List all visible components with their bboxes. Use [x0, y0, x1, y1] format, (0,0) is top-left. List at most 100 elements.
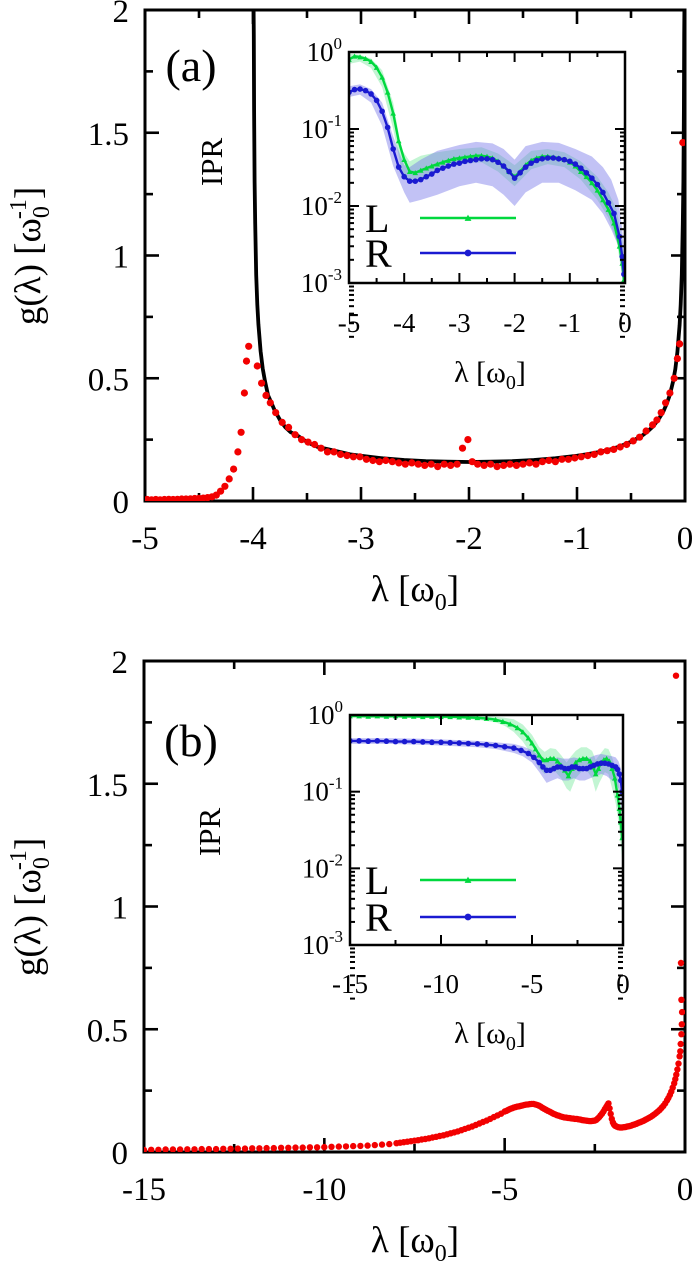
circle-marker [373, 97, 380, 104]
circle-marker [401, 173, 408, 180]
triangle-marker [464, 876, 472, 883]
data-point [148, 1146, 155, 1152]
data-point [453, 460, 461, 468]
data-point [184, 1146, 191, 1152]
circle-marker [438, 739, 444, 746]
main-ylabel: g(λ) [ω0-1] [6, 838, 55, 976]
data-point [217, 487, 225, 495]
panel-b-legend-label-R: R [365, 895, 392, 940]
circle-marker [600, 189, 606, 196]
triangle-marker [589, 180, 595, 186]
circle-marker [384, 124, 391, 131]
circle-marker [392, 738, 399, 745]
data-point [427, 460, 435, 468]
data-point [317, 444, 325, 452]
triangle-marker [603, 755, 610, 761]
x-tick-label: 0 [677, 521, 694, 557]
data-point [500, 461, 508, 469]
data-point [662, 399, 670, 407]
x-tick-label: -10 [302, 1172, 346, 1208]
data-point [245, 342, 253, 350]
circle-marker [578, 165, 584, 171]
data-point [676, 340, 684, 348]
triangle-marker [500, 718, 506, 724]
triangle-marker [440, 159, 446, 165]
inset-x-tick-label: -2 [503, 308, 526, 338]
triangle-marker [580, 755, 586, 761]
data-point [191, 1146, 198, 1152]
data-point [357, 1142, 364, 1150]
circle-marker [420, 739, 426, 745]
circle-marker [619, 253, 625, 260]
triangle-marker [406, 168, 413, 174]
triangle-marker [451, 156, 457, 162]
triangle-marker [583, 173, 590, 180]
circle-marker [447, 739, 453, 746]
data-point [564, 455, 573, 463]
data-point [362, 455, 370, 463]
data-point [169, 1146, 177, 1152]
triangle-marker [532, 746, 539, 752]
triangle-marker [529, 740, 535, 746]
data-point [272, 409, 280, 417]
inset-y-tick-label: 10-2 [301, 188, 342, 221]
triangle-marker [612, 775, 618, 781]
data-point [266, 399, 274, 407]
triangle-marker [390, 110, 396, 116]
y-tick-label: 0 [112, 1136, 129, 1172]
data-point [458, 444, 467, 452]
triangle-marker [554, 758, 561, 764]
data-point [256, 1145, 263, 1152]
circle-marker [589, 175, 595, 181]
triangle-marker [368, 58, 374, 65]
inset-y-tick-label: 10-3 [301, 265, 342, 298]
circle-marker [383, 738, 390, 745]
data-point [155, 1146, 162, 1152]
inset-a: -5 -4 -3 -2 -1 0 100 10-1 10-2 10-3 λ [ω0] [301, 34, 632, 394]
circle-marker [456, 160, 463, 166]
circle-marker [567, 158, 573, 165]
circle-marker [356, 738, 362, 744]
data-point [321, 1143, 328, 1151]
data-point [144, 1146, 148, 1152]
triangle-marker [473, 152, 479, 159]
triangle-marker [525, 735, 532, 741]
y-tick-label: 0.5 [87, 1013, 128, 1049]
triangle-marker [383, 715, 390, 719]
data-point [677, 959, 685, 967]
data-point [220, 1145, 227, 1152]
triangle-marker [547, 755, 553, 761]
circle-marker [379, 108, 385, 115]
circle-marker [518, 747, 524, 754]
triangle-marker [592, 771, 599, 777]
circle-marker [464, 249, 472, 257]
data-point [311, 440, 319, 449]
triangle-marker [434, 161, 441, 167]
series-line-L [349, 55, 625, 280]
triangle-marker [373, 64, 380, 70]
data-point [253, 362, 261, 370]
data-point [291, 431, 299, 439]
data-point [678, 1031, 685, 1038]
y-tick-label: 1 [112, 891, 129, 927]
triangle-marker [410, 715, 417, 719]
data-point [205, 1145, 213, 1152]
triangle-marker [462, 154, 468, 160]
data-point [408, 459, 416, 467]
circle-marker [605, 200, 612, 206]
data-point [285, 423, 293, 431]
circle-marker [374, 738, 381, 744]
circle-marker [572, 161, 579, 167]
circle-marker [423, 173, 430, 180]
circle-marker [611, 210, 617, 217]
circle-marker [583, 169, 590, 176]
circle-marker [616, 233, 623, 240]
inset-x-tick-label: -3 [448, 308, 471, 338]
data-point [258, 379, 266, 387]
data-point [474, 460, 482, 468]
inset-y-tick-label: 10-1 [301, 111, 342, 144]
data-point [512, 461, 521, 469]
circle-marker [616, 771, 623, 777]
data-point [603, 447, 611, 455]
data-point [657, 409, 665, 417]
